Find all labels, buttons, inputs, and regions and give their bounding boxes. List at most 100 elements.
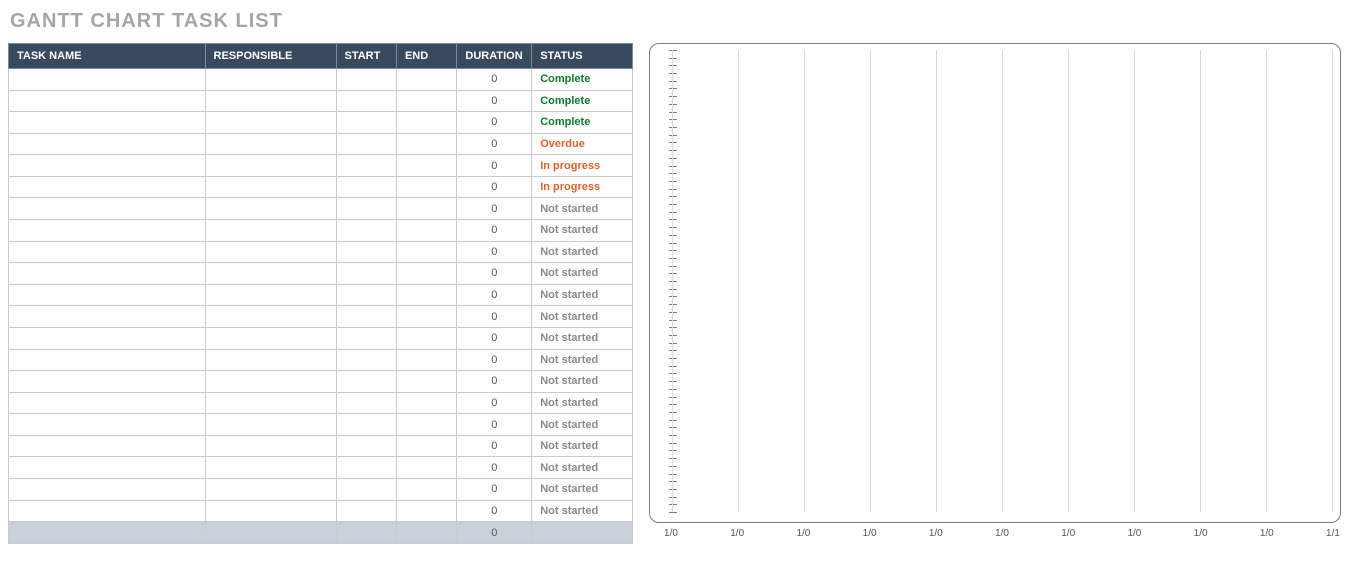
cell-responsible[interactable]	[205, 198, 336, 220]
cell-responsible[interactable]	[205, 133, 336, 155]
table-row[interactable]: 0Complete	[9, 90, 633, 112]
cell-start[interactable]	[336, 90, 396, 112]
cell-responsible[interactable]	[205, 69, 336, 91]
table-row[interactable]: 0In progress	[9, 155, 633, 177]
cell-start[interactable]	[336, 478, 396, 500]
table-row[interactable]: 0Not started	[9, 414, 633, 436]
cell-task[interactable]	[9, 478, 206, 500]
table-row[interactable]: 0In progress	[9, 176, 633, 198]
cell-task[interactable]	[9, 176, 206, 198]
cell-responsible[interactable]	[205, 284, 336, 306]
cell-duration[interactable]: 0	[457, 500, 532, 522]
cell-start[interactable]	[336, 263, 396, 285]
cell-duration[interactable]: 0	[457, 371, 532, 393]
cell-start[interactable]	[336, 198, 396, 220]
cell-end[interactable]	[396, 220, 456, 242]
cell-responsible[interactable]	[205, 241, 336, 263]
cell-start[interactable]	[336, 414, 396, 436]
cell-duration[interactable]: 0	[457, 133, 532, 155]
cell-task[interactable]	[9, 371, 206, 393]
cell-responsible[interactable]	[205, 478, 336, 500]
cell-end[interactable]	[396, 198, 456, 220]
cell-task[interactable]	[9, 69, 206, 91]
cell-status[interactable]: Not started	[532, 435, 633, 457]
cell-status[interactable]: Not started	[532, 284, 633, 306]
cell-responsible[interactable]	[205, 457, 336, 479]
cell-responsible[interactable]	[205, 327, 336, 349]
table-row[interactable]: 0Complete	[9, 112, 633, 134]
cell-status[interactable]: Not started	[532, 263, 633, 285]
cell-task[interactable]	[9, 112, 206, 134]
table-row[interactable]: 0Not started	[9, 220, 633, 242]
cell-start[interactable]	[336, 176, 396, 198]
cell-duration[interactable]: 0	[457, 284, 532, 306]
cell-end[interactable]	[396, 155, 456, 177]
cell-duration[interactable]: 0	[457, 457, 532, 479]
table-row[interactable]: 0Overdue	[9, 133, 633, 155]
cell-end[interactable]	[396, 349, 456, 371]
cell-duration[interactable]: 0	[457, 69, 532, 91]
cell-start[interactable]	[336, 327, 396, 349]
cell-task[interactable]	[9, 500, 206, 522]
cell-status[interactable]: Not started	[532, 220, 633, 242]
cell-end[interactable]	[396, 392, 456, 414]
table-row[interactable]: 0Not started	[9, 198, 633, 220]
cell-responsible[interactable]	[205, 392, 336, 414]
cell-task[interactable]	[9, 457, 206, 479]
cell-task[interactable]	[9, 263, 206, 285]
cell-end[interactable]	[396, 133, 456, 155]
cell-responsible[interactable]	[205, 90, 336, 112]
cell-end[interactable]	[396, 500, 456, 522]
cell-duration[interactable]: 0	[457, 241, 532, 263]
cell-start[interactable]	[336, 371, 396, 393]
cell-responsible[interactable]	[205, 176, 336, 198]
table-row[interactable]: 0Not started	[9, 457, 633, 479]
cell-start[interactable]	[336, 220, 396, 242]
cell-end[interactable]	[396, 371, 456, 393]
cell-start[interactable]	[336, 284, 396, 306]
cell-start[interactable]	[336, 69, 396, 91]
cell-duration[interactable]: 0	[457, 263, 532, 285]
cell-start[interactable]	[336, 133, 396, 155]
cell-end[interactable]	[396, 478, 456, 500]
cell-status[interactable]: Complete	[532, 90, 633, 112]
cell-end[interactable]	[396, 414, 456, 436]
cell-responsible[interactable]	[205, 414, 336, 436]
cell-task[interactable]	[9, 327, 206, 349]
cell-start[interactable]	[336, 112, 396, 134]
cell-end[interactable]	[396, 90, 456, 112]
cell-duration[interactable]: 0	[457, 176, 532, 198]
cell-responsible[interactable]	[205, 371, 336, 393]
cell-task[interactable]	[9, 435, 206, 457]
cell-end[interactable]	[396, 241, 456, 263]
cell-start[interactable]	[336, 500, 396, 522]
cell-responsible[interactable]	[205, 500, 336, 522]
cell-end[interactable]	[396, 112, 456, 134]
cell-status[interactable]: Not started	[532, 349, 633, 371]
cell-duration[interactable]: 0	[457, 112, 532, 134]
cell-status[interactable]: Not started	[532, 327, 633, 349]
cell-start[interactable]	[336, 349, 396, 371]
cell-status[interactable]: Not started	[532, 392, 633, 414]
cell-end[interactable]	[396, 457, 456, 479]
cell-status[interactable]: In progress	[532, 155, 633, 177]
cell-start[interactable]	[336, 457, 396, 479]
table-row[interactable]: 0Not started	[9, 284, 633, 306]
cell-task[interactable]	[9, 392, 206, 414]
cell-responsible[interactable]	[205, 112, 336, 134]
cell-responsible[interactable]	[205, 220, 336, 242]
table-row[interactable]: 0Not started	[9, 306, 633, 328]
cell-end[interactable]	[396, 306, 456, 328]
cell-responsible[interactable]	[205, 435, 336, 457]
cell-end[interactable]	[396, 263, 456, 285]
cell-end[interactable]	[396, 327, 456, 349]
cell-status[interactable]: Not started	[532, 306, 633, 328]
cell-task[interactable]	[9, 220, 206, 242]
cell-duration[interactable]: 0	[457, 349, 532, 371]
cell-duration[interactable]: 0	[457, 392, 532, 414]
cell-task[interactable]	[9, 284, 206, 306]
cell-responsible[interactable]	[205, 263, 336, 285]
cell-task[interactable]	[9, 155, 206, 177]
cell-status[interactable]: Not started	[532, 457, 633, 479]
cell-responsible[interactable]	[205, 349, 336, 371]
